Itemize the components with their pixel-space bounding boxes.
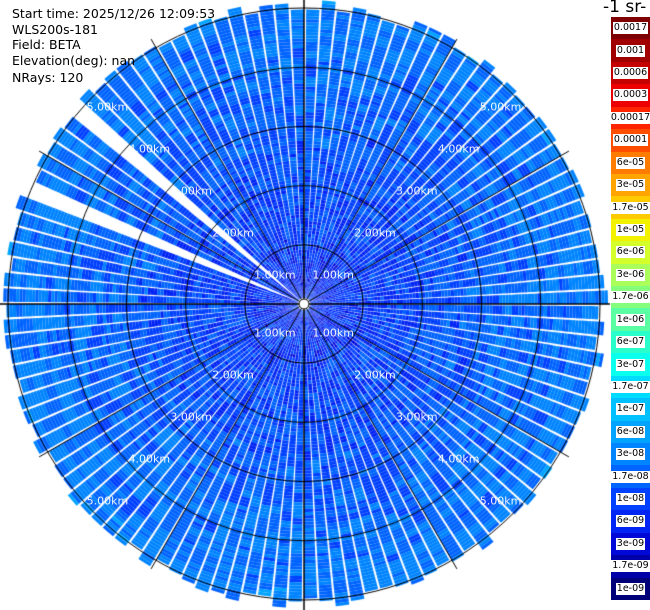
colorbar-tick-label: 3e-08 [615,448,646,461]
colorbar-tick-label: 1e-09 [615,582,646,595]
range-ring-label: 4.00km [128,452,171,466]
colorbar-level: 0.0006 [611,61,650,85]
range-ring-label: 4.00km [128,142,171,156]
colorbar-tick-label: 6e-06 [615,246,646,259]
colorbar-level: 0.00017 [609,106,650,130]
range-ring-label: 2.00km [354,226,396,240]
colorbar-tick-label: 0.00017 [609,111,650,124]
start-time-text: Start time: 2025/12/26 12:09:53 [12,6,216,21]
range-ring-label: 2.00km [212,368,254,382]
colorbar-level: 3e-09 [611,532,650,556]
range-ring-label: 3.00km [396,410,438,424]
colorbar-level: 1e-07 [611,398,650,421]
colorbar: 0.0017 0.001 0.0006 0.0003 0.00017 0.0001 6e-0… [609,17,650,600]
colorbar-level: 3e-06 [611,263,650,287]
colorbar-tick-label: 0.0001 [612,134,649,147]
colorbar-level: 6e-08 [611,420,650,444]
colorbar-tick-label: 0.0003 [612,89,649,102]
range-ring-label: 1.00km [254,268,296,282]
colorbar-level: 1.7e-09 [611,555,650,578]
elevation-text: Elevation(deg): nan [12,53,136,68]
range-ring-label: 3.00km [170,184,212,198]
range-ring-label: 5.00km [86,100,129,114]
colorbar-tick-label: 1.7e-08 [611,470,650,483]
colorbar-tick-label: 1e-05 [615,224,646,236]
colorbar-level: 1.7e-06 [611,286,650,309]
range-ring-label: 4.00km [437,452,480,466]
colorbar-tick-label: 6e-08 [615,425,646,438]
range-ring-label: 1.00km [312,326,354,340]
colorbar-tick-label: 1e-06 [615,313,646,326]
colorbar-level: 0.0001 [611,129,650,152]
field-text: Field: BETA [12,37,81,52]
colorbar-title: -1 sr- [603,0,647,17]
colorbar-level: 1.7e-08 [611,465,650,488]
colorbar-level: 1e-06 [611,308,650,331]
colorbar-tick-label: 3e-06 [615,268,646,281]
colorbar-level: 3e-08 [611,443,650,466]
colorbar-level: 6e-07 [611,330,650,354]
colorbar-level: 3e-05 [611,173,650,197]
colorbar-tick-label: 1e-07 [615,403,646,416]
colorbar-level: 6e-06 [611,241,650,264]
range-ring-label: 5.00km [479,494,522,508]
colorbar-tick-label: 1.7e-09 [611,560,650,573]
colorbar-level: 1e-08 [611,487,650,511]
colorbar-tick-label: 0.0017 [612,22,649,35]
range-ring-label: 5.00km [479,100,522,114]
range-ring-label: 5.00km [86,494,129,508]
colorbar-tick-label: 3e-09 [615,537,646,550]
colorbar-tick-label: 1.7e-06 [611,291,650,304]
colorbar-level: 1e-05 [611,218,650,242]
instrument-text: WLS200s-181 [12,22,98,37]
colorbar-tick-label: 6e-09 [615,515,646,528]
colorbar-level: 1.7e-05 [611,196,650,219]
range-ring-label: 4.00km [437,142,480,156]
colorbar-level: 1.7e-07 [611,375,650,399]
colorbar-level: 3e-07 [611,353,650,376]
colorbar-level: 0.0017 [611,17,650,40]
colorbar-tick-label: 3e-07 [615,358,646,371]
colorbar-level: 1e-09 [611,577,650,600]
colorbar-level: 6e-09 [611,510,650,533]
range-ring-label: 1.00km [254,326,296,340]
colorbar-level: 6e-05 [611,151,650,174]
range-ring-label: 2.00km [354,368,396,382]
colorbar-level: 0.001 [611,39,650,62]
range-ring-label: 3.00km [170,410,212,424]
colorbar-tick-label: 6e-05 [615,156,646,169]
colorbar-tick-label: 3e-05 [615,179,646,192]
colorbar-tick-label: 0.001 [615,44,646,57]
colorbar-tick-label: 1.7e-05 [611,201,650,214]
colorbar-tick-label: 1.7e-07 [611,380,650,393]
colorbar-tick-label: 6e-07 [615,336,646,349]
nrays-text: NRays: 120 [12,70,84,85]
colorbar-tick-label: 0.0006 [612,67,649,80]
range-ring-label: 1.00km [312,268,354,282]
range-ring-label: 2.00km [212,226,254,240]
colorbar-tick-label: 1e-08 [615,493,646,506]
range-ring-label: 3.00km [396,184,438,198]
colorbar-level: 0.0003 [611,84,650,107]
